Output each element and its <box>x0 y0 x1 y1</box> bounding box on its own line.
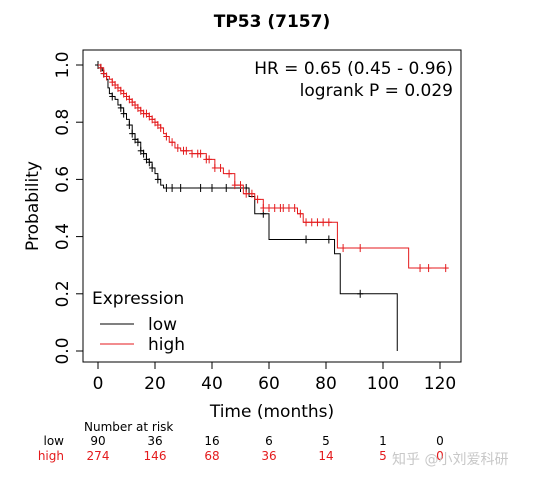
legend-title: Expression <box>92 289 184 309</box>
risk-count-high: 5 <box>379 449 387 463</box>
risk-row-label-low: low <box>43 434 65 448</box>
y-tick-label: 0.6 <box>53 166 73 193</box>
risk-count-low: 6 <box>265 434 273 448</box>
risk-count-high: 146 <box>143 449 167 463</box>
chart-title: TP53 (7157) <box>214 12 331 32</box>
risk-count-high: 14 <box>318 449 334 463</box>
risk-count-low: 36 <box>147 434 163 448</box>
risk-count-low: 0 <box>436 434 444 448</box>
x-tick-label: 100 <box>367 374 399 394</box>
x-tick-label: 120 <box>424 374 456 394</box>
logrank-annotation: logrank P = 0.029 <box>300 81 453 101</box>
plot-frame <box>82 49 462 363</box>
y-tick-label: 0.2 <box>53 280 73 307</box>
legend-label-high: high <box>148 335 185 355</box>
y-tick-label: 0.0 <box>53 337 73 364</box>
risk-count-low: 90 <box>90 434 106 448</box>
x-tick-label: 40 <box>201 374 223 394</box>
y-tick-label: 0.8 <box>53 109 73 136</box>
y-tick-label: 1.0 <box>53 51 73 78</box>
watermark: 知乎 @小刘爱科研 <box>392 452 509 468</box>
axes: 0 20 40 60 80 100 120 0.0 0.2 0.4 0.6 0.8 1.0 <box>53 51 456 394</box>
risk-count-high: 0 <box>436 449 444 463</box>
risk-row-label-high: high <box>37 449 64 463</box>
risk-count-low: 16 <box>204 434 220 448</box>
survival-curves <box>95 61 449 351</box>
legend-label-low: low <box>148 315 177 335</box>
x-tick-label: 20 <box>144 374 166 394</box>
risk-count-high: 68 <box>204 449 220 463</box>
risk-count-low: 1 <box>379 434 387 448</box>
risk-count-high: 274 <box>86 449 110 463</box>
risk-count-high: 36 <box>261 449 277 463</box>
y-tick-label: 0.4 <box>53 223 73 250</box>
hr-annotation: HR = 0.65 (0.45 - 0.96) <box>254 59 453 79</box>
x-tick-label: 60 <box>258 374 280 394</box>
y-axis-label: Probability <box>23 161 43 251</box>
x-axis-label: Time (months) <box>209 402 334 422</box>
legend: Expression low high <box>92 289 185 355</box>
risk-table-header: Number at risk <box>84 420 174 434</box>
x-tick-label: 80 <box>315 374 337 394</box>
risk-count-low: 5 <box>322 434 330 448</box>
x-tick-label: 0 <box>93 374 104 394</box>
